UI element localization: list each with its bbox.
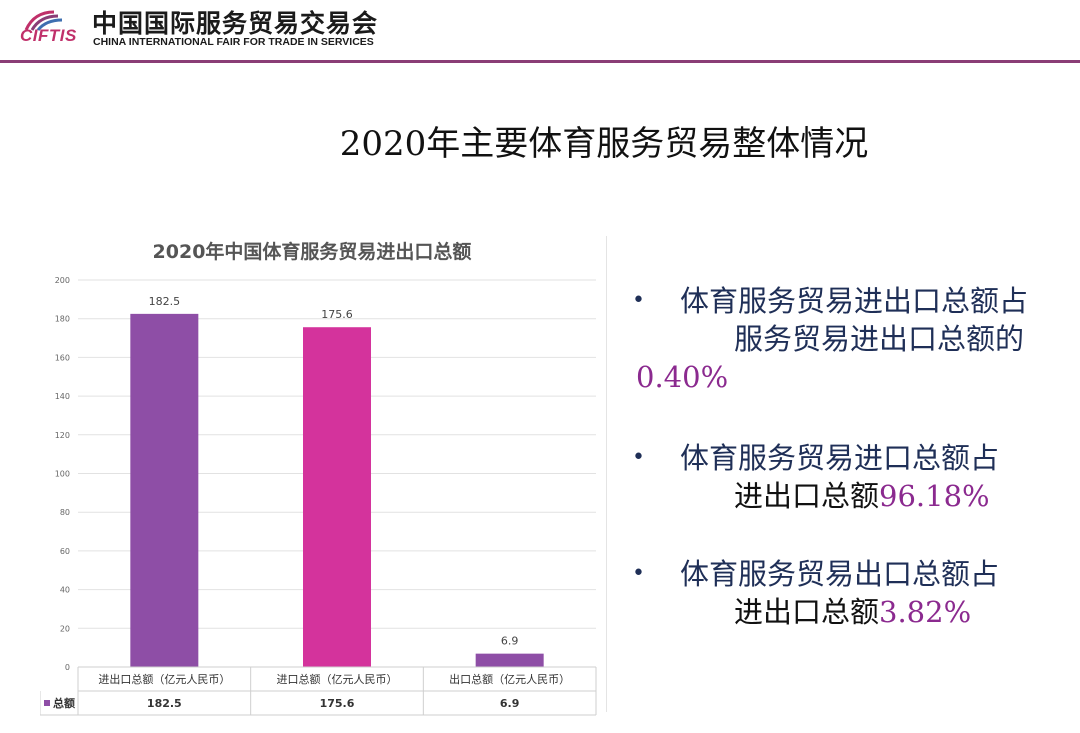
- y-tick-label: 20: [60, 624, 70, 633]
- y-tick-label: 80: [60, 508, 70, 517]
- bar: [130, 313, 199, 667]
- y-tick-label: 180: [55, 315, 70, 324]
- vertical-divider: [606, 236, 607, 712]
- y-tick-label: 60: [60, 547, 70, 556]
- category-label: 进口总额（亿元人民币）: [277, 672, 398, 686]
- bullet-line2: 进出口总额96.18%: [734, 477, 990, 515]
- bullet-percent: 0.40%: [636, 360, 729, 394]
- y-tick-label: 40: [60, 586, 70, 595]
- bullet-percent: 96.18%: [879, 479, 990, 513]
- org-name-en: CHINA INTERNATIONAL FAIR FOR TRADE IN SE…: [93, 36, 374, 48]
- bullet-line2: 服务贸易进出口总额的: [734, 322, 1025, 356]
- bullet-line1: 体育服务贸易进口总额占: [680, 441, 1000, 475]
- bar-chart: 2020年中国体育服务贸易进出口总额 0 20 40 60 80 100 120 140 160 1…: [40, 228, 608, 718]
- logo-text: CIFTIS: [20, 26, 77, 45]
- y-tick-label: 140: [55, 392, 70, 401]
- bar: [475, 653, 544, 667]
- bullet-marker: •: [632, 561, 645, 586]
- chart-title: 2020年中国体育服务贸易进出口总额: [153, 240, 472, 263]
- bullet-line2-text: 进出口总额: [734, 595, 880, 629]
- table-cell: 182.5: [147, 697, 182, 710]
- y-tick-label: 160: [55, 353, 70, 362]
- bullet-line2-text: 进出口总额: [734, 479, 880, 513]
- bullet-line1: 体育服务贸易进出口总额占: [680, 284, 1029, 318]
- data-label: 175.6: [321, 308, 353, 321]
- bullet-marker: •: [632, 445, 645, 470]
- page-title: 2020年主要体育服务贸易整体情况: [339, 124, 869, 164]
- ciftis-logo-icon: [24, 10, 63, 31]
- y-tick-label: 200: [55, 276, 70, 285]
- y-tick-label: 0: [65, 663, 70, 672]
- table-cell: 6.9: [500, 697, 519, 710]
- header: CIFTIS 中国国际服务贸易交易会 CHINA INTERNATIONAL F…: [0, 0, 1080, 63]
- table-cell: 175.6: [320, 697, 355, 710]
- y-tick-label: 120: [55, 431, 70, 440]
- header-divider: [0, 60, 1080, 63]
- bullet-line2: 进出口总额3.82%: [734, 593, 971, 631]
- category-label: 出口总额（亿元人民币）: [449, 672, 570, 686]
- legend-key: [44, 700, 50, 706]
- bullet-percent: 3.82%: [879, 595, 972, 629]
- data-label: 182.5: [149, 295, 181, 308]
- data-label: 6.9: [501, 635, 518, 648]
- bullet-marker: •: [632, 288, 645, 313]
- y-tick-label: 100: [55, 470, 70, 479]
- bullet-line1: 体育服务贸易出口总额占: [680, 557, 1000, 591]
- bar: [303, 327, 371, 667]
- org-name-cn: 中国国际服务贸易交易会: [92, 9, 379, 38]
- chart-svg: 2020年中国体育服务贸易进出口总额 0 20 40 60 80 100 120 140 160 1…: [40, 240, 597, 716]
- table-row-label: 总额: [53, 696, 75, 710]
- category-label: 进出口总额（亿元人民币）: [98, 672, 230, 686]
